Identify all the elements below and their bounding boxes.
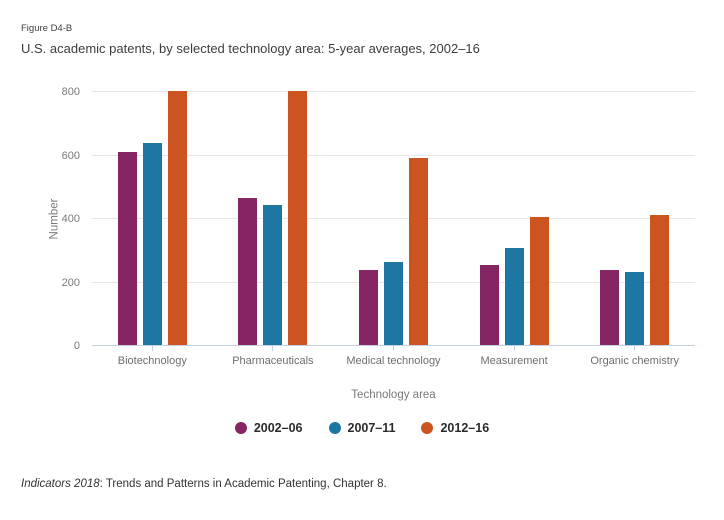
bar-group-organic-chemistry [574, 92, 695, 346]
bar-measurement-2012-16[interactable] [529, 217, 549, 346]
x-axis-ticks [92, 346, 695, 351]
category-label-medical-technology: Medical technology [346, 355, 441, 367]
bar-medical-technology-2002-06[interactable] [358, 270, 378, 346]
y-tick-label-0: 0 [73, 340, 80, 352]
x-axis-category-labels: Biotechnology Pharmaceuticals Medical tech… [92, 355, 695, 367]
x-tick-slot [454, 346, 575, 351]
legend: 2002–06 2007–11 2012–16 [0, 421, 724, 435]
legend-item-2007-11[interactable]: 2007–11 [328, 421, 396, 435]
y-axis-title: Number [48, 198, 61, 240]
x-tick-slot [213, 346, 334, 351]
x-tick-measurement [513, 346, 515, 351]
bar-medical-technology-2007-11[interactable] [383, 262, 403, 346]
legend-swatch-icon [421, 422, 434, 434]
bar-measurement-2002-06[interactable] [479, 265, 499, 346]
y-axis-labels: 0 200 400 600 800 [36, 86, 80, 352]
figure-label: Figure D4-B [21, 23, 73, 34]
category-label-organic-chemistry: Organic chemistry [590, 355, 679, 367]
bar-group-pharmaceuticals [213, 91, 334, 346]
y-tick-label-600: 600 [61, 149, 80, 162]
bar-pharmaceuticals-2007-11[interactable] [263, 204, 283, 346]
bar-medical-technology-2012-16[interactable] [408, 158, 428, 346]
bar-group-medical-technology [333, 92, 454, 346]
y-tick-label-400: 400 [61, 213, 80, 225]
y-tick-label-200: 200 [61, 276, 80, 289]
source-name: Indicators 2018 [21, 478, 100, 490]
x-tick-slot [333, 346, 454, 351]
chart-title: U.S. academic patents, by selected techn… [21, 41, 480, 56]
bar-pharmaceuticals-2012-16[interactable] [288, 91, 308, 346]
bar-organic-chemistry-2007-11[interactable] [625, 271, 645, 346]
legend-item-2002-06[interactable]: 2002–06 [234, 421, 303, 435]
bar-biotechnology-2007-11[interactable] [142, 143, 162, 346]
y-tick-label-800: 800 [61, 86, 80, 98]
bar-organic-chemistry-2002-06[interactable] [600, 270, 620, 346]
bars-row [92, 91, 695, 346]
legend-label: 2002–06 [253, 421, 303, 435]
legend-label: 2012–16 [440, 421, 490, 435]
x-tick-organic-chemistry [634, 346, 636, 351]
legend-swatch-icon [328, 422, 341, 434]
category-label-pharmaceuticals: Pharmaceuticals [232, 355, 314, 367]
bar-group-biotechnology [92, 91, 213, 346]
bar-pharmaceuticals-2002-06[interactable] [238, 197, 258, 346]
source-line: Indicators 2018: Trends and Patterns in … [21, 478, 387, 490]
bar-group-measurement [454, 92, 575, 346]
x-tick-slot [92, 346, 213, 351]
bar-biotechnology-2012-16[interactable] [167, 91, 187, 346]
gridline-600 [92, 154, 695, 156]
bar-measurement-2007-11[interactable] [504, 248, 524, 346]
gridline-400 [92, 218, 695, 219]
category-label-biotechnology: Biotechnology [117, 355, 187, 367]
bar-organic-chemistry-2012-16[interactable] [650, 214, 670, 346]
legend-item-2012-16[interactable]: 2012–16 [421, 421, 489, 435]
bar-biotechnology-2002-06[interactable] [117, 152, 137, 346]
legend-swatch-icon [234, 422, 247, 434]
x-tick-medical-technology [392, 346, 394, 351]
x-axis-line [92, 345, 695, 346]
source-rest: : Trends and Patterns in Academic Patent… [99, 478, 387, 490]
plot-area: Number [48, 91, 695, 346]
x-tick-biotechnology [151, 346, 153, 351]
gridline-800 [92, 91, 695, 92]
x-tick-pharmaceuticals [272, 346, 274, 351]
category-label-measurement: Measurement [480, 355, 548, 367]
x-tick-slot [574, 346, 695, 351]
x-axis-title: Technology area [351, 389, 436, 401]
legend-label: 2007–11 [347, 421, 396, 435]
